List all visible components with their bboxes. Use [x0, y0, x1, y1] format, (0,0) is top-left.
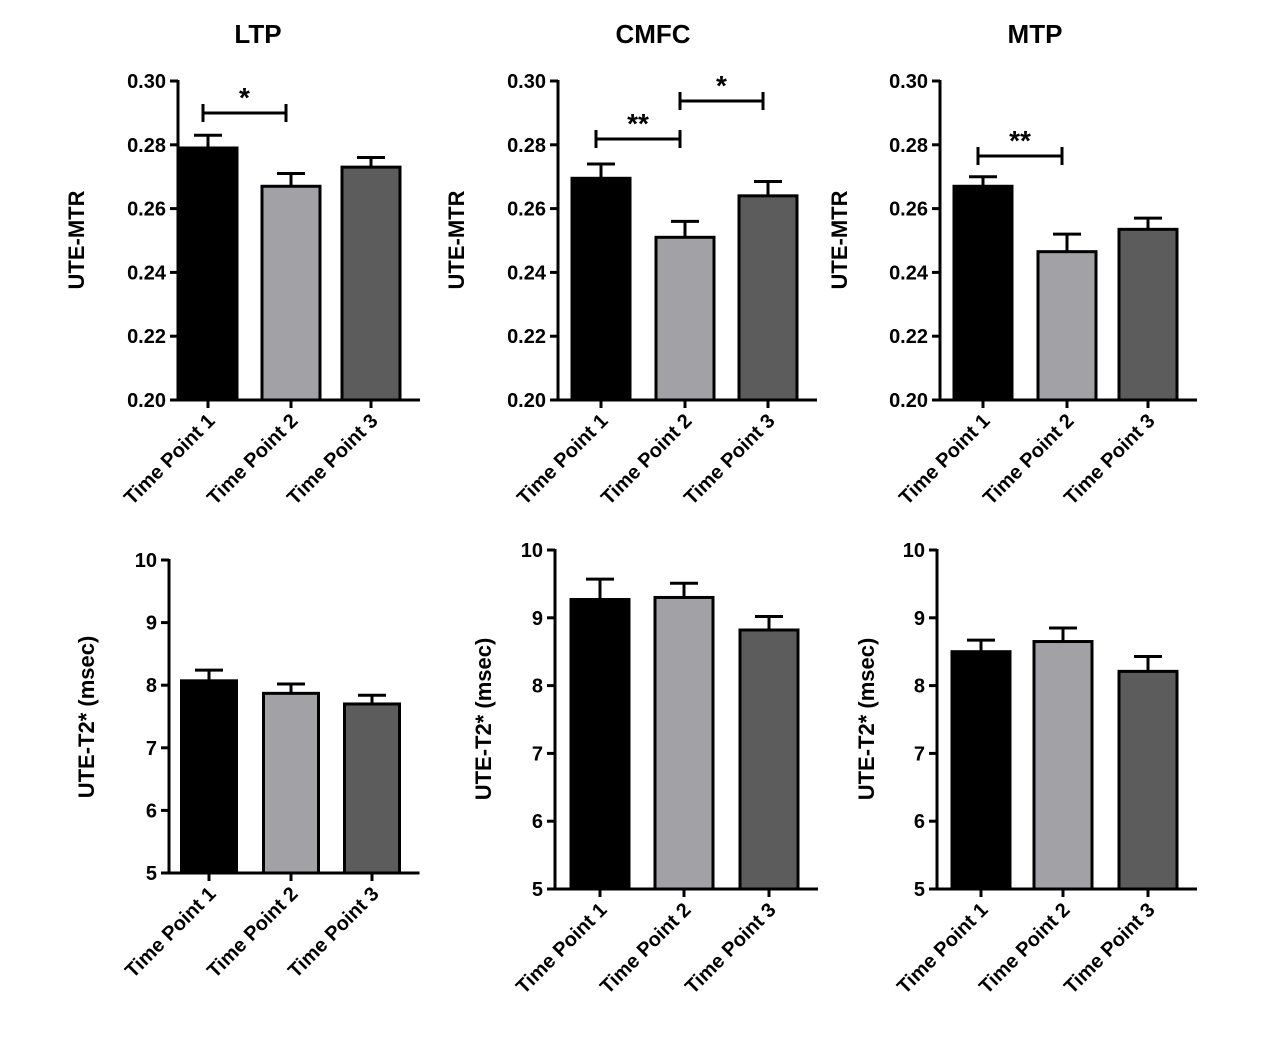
significance-label: **	[627, 108, 649, 139]
bar	[1117, 227, 1179, 402]
bar	[653, 595, 715, 891]
y-tick-label: 5	[146, 863, 157, 885]
bar	[177, 146, 239, 402]
y-tick-label: 0.30	[507, 71, 546, 93]
y-tick-label: 0.28	[127, 135, 166, 157]
y-tick-label: 0.22	[889, 326, 928, 348]
y-tick-label: 0.28	[507, 135, 546, 157]
y-tick-label: 7	[532, 743, 543, 765]
bar	[569, 597, 631, 891]
y-tick-label: 0.26	[127, 199, 166, 221]
y-tick-label: 0.30	[127, 71, 166, 93]
y-tick-label: 0.22	[127, 326, 166, 348]
y-tick-label: 8	[914, 676, 925, 698]
bar	[1117, 669, 1179, 891]
y-tick-label: 5	[914, 879, 925, 901]
y-tick-label: 8	[146, 675, 157, 697]
bar	[952, 184, 1014, 402]
y-axis-label: UTE-MTR	[444, 190, 469, 289]
bar	[950, 650, 1012, 891]
bar	[738, 628, 800, 891]
bar	[340, 165, 402, 402]
y-tick-label: 0.26	[889, 199, 928, 221]
y-axis-label: UTE-MTR	[64, 190, 89, 289]
bar	[570, 176, 632, 402]
bar	[1036, 250, 1098, 402]
x-tick-label: Time Point 3	[1060, 899, 1159, 998]
y-tick-label: 0.24	[889, 262, 929, 284]
bar	[262, 691, 320, 875]
y-tick-label: 7	[914, 743, 925, 765]
bar	[654, 235, 716, 402]
y-tick-label: 6	[146, 800, 157, 822]
y-tick-label: 6	[914, 811, 925, 833]
y-tick-label: 10	[903, 540, 925, 562]
bar	[180, 679, 238, 875]
y-tick-label: 0.30	[889, 71, 928, 93]
y-tick-label: 10	[521, 540, 543, 562]
y-tick-label: 9	[532, 608, 543, 630]
y-tick-label: 0.22	[507, 326, 546, 348]
y-tick-label: 6	[532, 811, 543, 833]
chart-title: LTP	[234, 19, 281, 49]
significance-label: *	[239, 82, 250, 113]
y-tick-label: 9	[914, 608, 925, 630]
y-tick-label: 0.20	[507, 390, 546, 412]
chart-title: MTP	[1008, 19, 1063, 49]
bar	[343, 702, 401, 875]
y-tick-label: 9	[146, 613, 157, 635]
chart-panel-2: CMFCUTE-MTR0.200.220.240.260.280.30Time …	[444, 19, 817, 509]
significance-label: *	[716, 70, 727, 101]
y-axis-label: UTE-T2* (msec)	[854, 638, 879, 801]
significance-label: **	[1009, 125, 1031, 156]
y-tick-label: 0.20	[127, 390, 166, 412]
y-tick-label: 0.20	[889, 390, 928, 412]
y-tick-label: 10	[135, 550, 157, 572]
bar	[260, 184, 322, 402]
y-tick-label: 0.26	[507, 199, 546, 221]
x-tick-label: Time Point 3	[681, 899, 780, 998]
y-tick-label: 0.24	[127, 262, 167, 284]
y-axis-label: UTE-MTR	[827, 190, 852, 289]
bar	[1032, 640, 1094, 891]
y-axis-label: UTE-T2* (msec)	[471, 638, 496, 801]
chart-title: CMFC	[615, 19, 690, 49]
bar	[737, 194, 799, 402]
y-tick-label: 7	[146, 738, 157, 760]
y-tick-label: 0.24	[507, 262, 547, 284]
y-axis-label: UTE-T2* (msec)	[74, 636, 99, 799]
y-tick-label: 8	[532, 676, 543, 698]
y-tick-label: 5	[532, 879, 543, 901]
y-tick-label: 0.28	[889, 135, 928, 157]
